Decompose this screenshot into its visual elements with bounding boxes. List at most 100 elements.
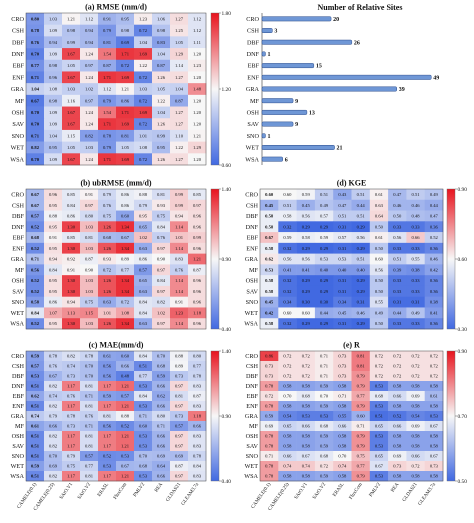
bar: [261, 121, 294, 127]
row-label: EBF: [13, 63, 25, 70]
heatmap-cell: [80, 71, 99, 84]
cell-value: 0.73: [67, 374, 76, 379]
heatmap-cell: [170, 431, 189, 442]
cell-value: 1.27: [175, 75, 184, 80]
heatmap-cell: [424, 441, 444, 452]
cell-value: 0.82: [85, 133, 94, 138]
heatmap-cell: [98, 153, 117, 166]
cell-value: 0.97: [175, 384, 184, 389]
cell-value: 0.59: [302, 192, 311, 197]
cell-value: 0.33: [393, 246, 402, 251]
cell-value: 0.48: [121, 374, 130, 379]
heatmap-cell: [80, 232, 99, 244]
bar-category-label: SNO: [247, 133, 260, 140]
cell-value: 0.49: [375, 310, 384, 315]
cell-value: 1.24: [85, 110, 94, 115]
cell-value: 0.36: [430, 289, 439, 294]
heatmap-cell: [424, 451, 444, 462]
cell-value: 1.12: [103, 87, 112, 92]
cell-value: 0.58: [338, 444, 347, 449]
heatmap-cell: [116, 275, 135, 287]
heatmap-cell: [369, 471, 389, 482]
cell-value: 0.41: [430, 310, 439, 315]
heatmap-cell: [424, 381, 444, 392]
heatmap-cell: [170, 381, 189, 392]
cell-value: 0.80: [31, 16, 40, 21]
heatmap-cell: [388, 296, 407, 308]
heatmap-cell: [62, 285, 81, 297]
heatmap-cell: [278, 361, 297, 372]
heatmap-cell: [62, 48, 81, 61]
heatmap-cell: [296, 264, 316, 276]
cell-value: 1.18: [193, 414, 202, 419]
heatmap-cell: [188, 361, 207, 372]
cell-value: 1.24: [85, 157, 94, 162]
cell-value: 0.31: [412, 300, 421, 305]
heatmap-cell: [314, 421, 334, 432]
heatmap-cell: [314, 285, 334, 297]
heatmap-cell: [62, 361, 81, 372]
cell-value: 0.52: [31, 289, 40, 294]
heatmap-cell: [170, 296, 189, 308]
heatmap-cell: [369, 242, 389, 254]
heatmap-cell: [116, 210, 135, 222]
cell-value: 0.34: [283, 300, 292, 305]
heatmap-cell: [333, 307, 352, 319]
product-label: SAtO.V2: [77, 482, 92, 501]
heatmap-cell: [260, 221, 279, 233]
cell-value: 0.68: [302, 394, 311, 399]
heatmap-cell: [26, 431, 45, 442]
cell-value: 0.55: [412, 257, 421, 262]
heatmap-cell: [44, 421, 63, 432]
heatmap-cell: [369, 441, 389, 452]
cell-value: 0.84: [193, 464, 202, 469]
heatmap-cell: [260, 232, 279, 244]
heatmap-cell: [188, 129, 207, 142]
row-label: CRO: [245, 353, 258, 360]
heatmap-cell: [188, 285, 207, 297]
cell-value: 0.84: [157, 278, 166, 283]
heatmap-cell: [296, 285, 316, 297]
heatmap-frame: [259, 188, 444, 330]
cell-value: 1.24: [85, 52, 94, 57]
heatmap-cell: [116, 71, 135, 84]
cell-value: 1.29: [193, 145, 202, 150]
heatmap-cell: [170, 264, 189, 276]
heatmap-cell: [62, 431, 81, 442]
heatmap-cell: [424, 471, 444, 482]
cell-value: 1.14: [175, 63, 184, 68]
row-label: MF: [15, 423, 25, 430]
heatmap-cell: [170, 242, 189, 254]
cell-value: 0.81: [85, 384, 94, 389]
product-label: PMLV2: [133, 482, 147, 498]
heatmap-cell: [44, 285, 63, 297]
cell-value: 0.56: [103, 424, 112, 429]
cell-value: 0.59: [31, 464, 40, 469]
cell-value: 0.87: [193, 267, 202, 272]
cell-value: 0.98: [121, 28, 130, 33]
cell-value: 0.63: [139, 321, 148, 326]
cell-value: 1.25: [175, 28, 184, 33]
cell-value: 0.33: [412, 321, 421, 326]
cell-value: 0.70: [320, 394, 329, 399]
heatmap-cell: [26, 391, 45, 402]
heatmap-cell: [44, 13, 63, 25]
heatmap-cell: [170, 199, 189, 211]
cell-value: 0.81: [85, 404, 94, 409]
heatmap-cell: [351, 318, 371, 330]
cell-value: 1.26: [103, 278, 112, 283]
heatmap-frame: [25, 350, 207, 482]
heatmap-cell: [26, 153, 45, 166]
cell-value: 0.58: [393, 404, 402, 409]
cell-value: 0.58: [265, 224, 274, 229]
cell-value: 0.97: [85, 98, 94, 103]
heatmap-cell: [296, 210, 316, 222]
heatmap-cell: [116, 401, 135, 412]
cell-value: 0.95: [49, 278, 58, 283]
heatmap-cell: [296, 296, 316, 308]
bar-category-label: OSH: [247, 109, 260, 116]
heatmap-cell: [26, 106, 45, 119]
cell-value: 1.05: [121, 145, 130, 150]
cell-value: 0.56: [357, 235, 366, 240]
heatmap-cell: [388, 421, 407, 432]
